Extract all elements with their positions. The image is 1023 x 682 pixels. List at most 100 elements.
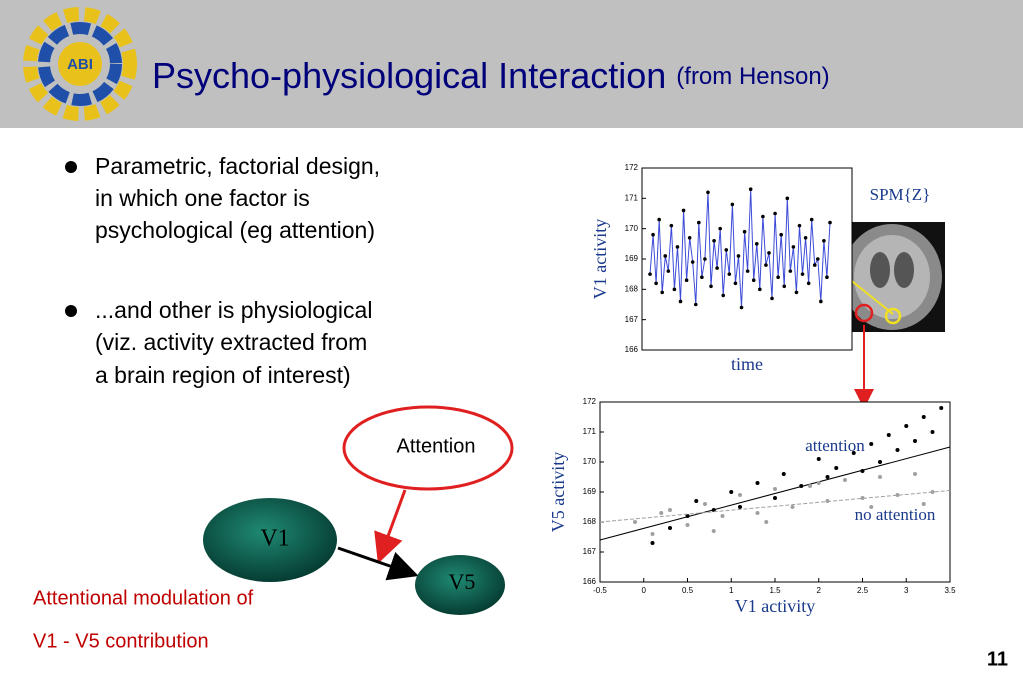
data-point bbox=[650, 532, 655, 536]
data-point bbox=[700, 275, 704, 280]
data-point bbox=[939, 406, 944, 410]
v1-label: V1 bbox=[260, 526, 289, 552]
data-point bbox=[773, 211, 777, 216]
data-point bbox=[738, 505, 742, 509]
data-point bbox=[822, 239, 826, 243]
data-point bbox=[738, 493, 742, 497]
data-point bbox=[720, 514, 725, 518]
data-point bbox=[825, 275, 829, 280]
data-point bbox=[834, 466, 839, 470]
bullet-dot bbox=[65, 161, 77, 173]
data-point bbox=[869, 505, 874, 509]
data-point bbox=[921, 415, 926, 419]
data-point bbox=[724, 248, 729, 252]
bullet-line: in which one factor is bbox=[95, 185, 310, 211]
x-tick-label: 3 bbox=[904, 586, 909, 595]
data-point bbox=[712, 239, 716, 243]
data-point bbox=[904, 424, 909, 428]
fit-line bbox=[599, 446, 951, 541]
data-point bbox=[681, 208, 686, 213]
data-point bbox=[794, 290, 799, 295]
data-point bbox=[742, 229, 747, 234]
data-point bbox=[748, 187, 753, 192]
y-tick-label: 172 bbox=[625, 163, 639, 172]
data-point bbox=[913, 439, 917, 443]
data-point bbox=[878, 460, 882, 464]
data-point bbox=[650, 541, 655, 545]
y-tick-label: 172 bbox=[583, 397, 597, 406]
data-point bbox=[729, 490, 734, 494]
x-tick-label: 3.5 bbox=[944, 586, 956, 595]
data-point bbox=[764, 263, 768, 267]
x-axis-label: time bbox=[731, 354, 763, 374]
data-point bbox=[806, 281, 811, 286]
data-point bbox=[828, 220, 832, 225]
data-point bbox=[781, 472, 786, 476]
data-point bbox=[706, 190, 710, 195]
data-point bbox=[733, 281, 738, 286]
roi-marker bbox=[884, 307, 902, 325]
roi-marker bbox=[854, 303, 874, 323]
x-tick-label: 1 bbox=[729, 586, 734, 595]
data-point bbox=[684, 278, 689, 283]
y-tick-label: 168 bbox=[625, 284, 639, 293]
data-point bbox=[797, 223, 802, 228]
data-point bbox=[690, 260, 695, 264]
data-point bbox=[633, 520, 637, 524]
data-point bbox=[751, 278, 756, 283]
data-point bbox=[895, 448, 900, 452]
data-point bbox=[703, 502, 707, 506]
y-axis-label: V5 activity bbox=[548, 452, 568, 532]
y-axis-label: V1 activity bbox=[590, 219, 610, 299]
x-tick-label: 1.5 bbox=[769, 586, 781, 595]
slide-title: Psycho-physiological Interaction (from H… bbox=[152, 55, 830, 96]
data-point bbox=[812, 263, 817, 267]
caption: V1 - V5 contribution bbox=[33, 630, 209, 652]
data-point bbox=[745, 269, 750, 273]
data-point bbox=[921, 502, 926, 506]
attention-label: Attention bbox=[397, 435, 476, 457]
x-tick-label: 0.5 bbox=[682, 586, 694, 595]
logo-text: ABI bbox=[67, 56, 93, 73]
data-point bbox=[800, 272, 805, 276]
bullet-line: ...and other is physiological bbox=[95, 297, 372, 323]
x-tick-label: 0 bbox=[642, 586, 647, 595]
y-tick-label: 170 bbox=[625, 224, 639, 233]
v5-node bbox=[415, 555, 505, 615]
data-point bbox=[730, 202, 735, 207]
y-tick-label: 166 bbox=[625, 345, 639, 354]
data-point bbox=[657, 217, 661, 222]
data-point bbox=[678, 299, 683, 304]
data-point bbox=[663, 254, 668, 258]
data-point bbox=[790, 505, 795, 509]
data-point bbox=[788, 269, 793, 273]
data-point bbox=[693, 302, 698, 307]
data-point bbox=[668, 508, 672, 512]
y-tick-label: 171 bbox=[583, 427, 597, 436]
brain-label: SPM{Z} bbox=[870, 185, 931, 204]
data-point bbox=[785, 196, 790, 201]
x-tick-label: 2.5 bbox=[857, 586, 869, 595]
data-point bbox=[669, 223, 674, 228]
data-point bbox=[687, 235, 692, 240]
data-point bbox=[782, 284, 787, 289]
data-point bbox=[651, 232, 655, 237]
data-point bbox=[860, 496, 865, 500]
data-point bbox=[803, 235, 808, 240]
data-point bbox=[727, 272, 732, 276]
data-point bbox=[755, 511, 760, 515]
y-tick-label: 167 bbox=[583, 547, 597, 556]
v1-node bbox=[203, 498, 337, 582]
data-point bbox=[715, 266, 719, 270]
data-point bbox=[809, 217, 814, 222]
data-point bbox=[878, 475, 882, 479]
data-point bbox=[697, 220, 701, 225]
bullet-line: psychological (eg attention) bbox=[95, 217, 375, 243]
data-point bbox=[675, 245, 680, 249]
connection-arrow bbox=[337, 546, 419, 581]
bullet-dot bbox=[65, 305, 77, 317]
data-point bbox=[648, 272, 652, 276]
data-point bbox=[739, 305, 744, 310]
series-label: attention bbox=[805, 436, 865, 455]
bullet-line: Parametric, factorial design, bbox=[95, 153, 380, 179]
